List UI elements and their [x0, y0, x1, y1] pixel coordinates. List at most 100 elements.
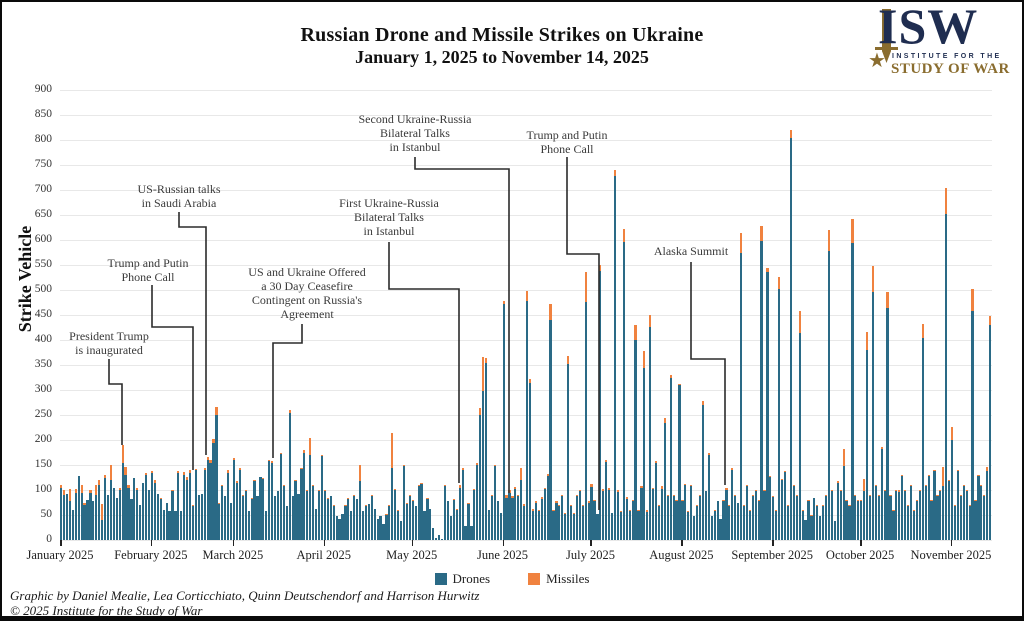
missile-segment	[411, 500, 414, 501]
strike-bar	[610, 513, 614, 540]
strike-bar	[180, 511, 183, 540]
strike-bar	[432, 527, 435, 540]
strike-bar	[561, 494, 564, 540]
missile-segment	[209, 460, 212, 463]
missile-segment	[989, 315, 992, 325]
missile-segment	[778, 277, 781, 289]
strike-bar	[356, 498, 359, 540]
y-tick-label: 100	[34, 483, 52, 495]
missile-segment	[62, 490, 66, 495]
missile-segment	[511, 496, 514, 498]
strike-bar	[523, 503, 526, 540]
missile-segment	[637, 510, 640, 511]
x-tick	[502, 540, 505, 546]
missile-segment	[549, 304, 552, 320]
x-tick	[950, 540, 953, 546]
missile-segment	[159, 497, 162, 499]
missile-segment	[933, 469, 936, 471]
x-tick	[232, 540, 235, 546]
strike-bar	[358, 464, 362, 540]
strike-bar	[83, 503, 86, 540]
missile-segment	[364, 505, 368, 506]
missile-segment	[622, 228, 625, 242]
missile-segment	[734, 495, 737, 496]
missile-segment	[874, 484, 877, 486]
strike-bar	[147, 490, 151, 540]
missile-segment	[599, 265, 602, 271]
missile-segment	[473, 488, 476, 490]
missile-segment	[628, 510, 631, 511]
strike-bar	[188, 470, 192, 540]
strike-bar	[713, 510, 716, 540]
strike-bar	[174, 511, 177, 540]
missile-segment	[789, 130, 792, 138]
strike-bar	[698, 494, 702, 540]
strike-bar	[854, 494, 857, 540]
missile-segment	[227, 470, 230, 473]
strike-bar	[983, 495, 986, 540]
strike-bar	[672, 494, 675, 540]
strike-bar	[376, 518, 379, 540]
missile-segment	[983, 495, 986, 496]
strike-bar	[883, 490, 886, 540]
isw-acronym: ISW	[878, 0, 979, 54]
strike-bar	[731, 468, 734, 540]
missile-segment	[880, 447, 883, 449]
strike-bar	[121, 445, 124, 540]
missile-segment	[956, 469, 960, 471]
y-tick-label: 50	[40, 508, 53, 520]
strike-bar	[874, 484, 877, 540]
strike-bar	[282, 485, 285, 540]
strike-bar	[739, 233, 743, 540]
strike-bar	[391, 432, 394, 540]
strike-bar	[915, 500, 919, 540]
x-tick-label: February 2025	[114, 548, 188, 562]
strike-bar	[458, 485, 461, 540]
strike-bar	[728, 505, 731, 540]
strike-bar	[654, 461, 658, 540]
missile-segment	[250, 497, 253, 499]
gridline	[60, 190, 992, 191]
strike-bar	[317, 490, 321, 540]
strike-bar	[423, 511, 426, 540]
strike-bar	[405, 502, 409, 540]
strike-bar	[103, 475, 107, 540]
gridline	[60, 90, 992, 91]
strike-bar	[435, 537, 438, 540]
missile-segment	[300, 467, 303, 469]
strike-bar	[68, 488, 71, 540]
y-tick-label: 500	[34, 283, 52, 295]
annotation-first-istanbul-talks: First Ukraine-Russia Bilateral Talks in …	[339, 196, 439, 239]
missile-segment	[268, 460, 271, 461]
strike-bar	[118, 487, 121, 540]
missile-segment	[602, 488, 605, 491]
missile-segment	[918, 489, 921, 491]
missile-segment	[742, 505, 746, 506]
strike-bar	[177, 470, 180, 540]
strike-bar	[60, 485, 63, 540]
missile-segment	[822, 505, 825, 506]
missile-segment	[505, 495, 508, 498]
strike-bar	[587, 501, 590, 540]
missile-segment	[962, 484, 965, 486]
x-tick-label: August 2025	[649, 548, 714, 562]
isw-study-of-war-text: STUDY OF WAR	[891, 61, 1010, 77]
strike-bar	[499, 512, 502, 540]
missile-segment	[569, 504, 573, 506]
strike-bar	[288, 410, 291, 540]
strike-bar	[637, 510, 640, 540]
strike-bar	[247, 511, 250, 540]
strike-bar	[133, 477, 136, 540]
missile-segment	[801, 510, 804, 511]
missile-segment	[895, 489, 898, 491]
missile-segment	[766, 267, 769, 272]
missile-segment	[889, 494, 892, 496]
missile-segment	[857, 500, 860, 501]
missile-segment	[326, 497, 329, 499]
strike-bar	[877, 495, 880, 540]
strike-bar	[578, 490, 581, 540]
missile-segment	[798, 311, 801, 333]
strike-bar	[426, 497, 429, 540]
strike-bar	[373, 508, 376, 540]
